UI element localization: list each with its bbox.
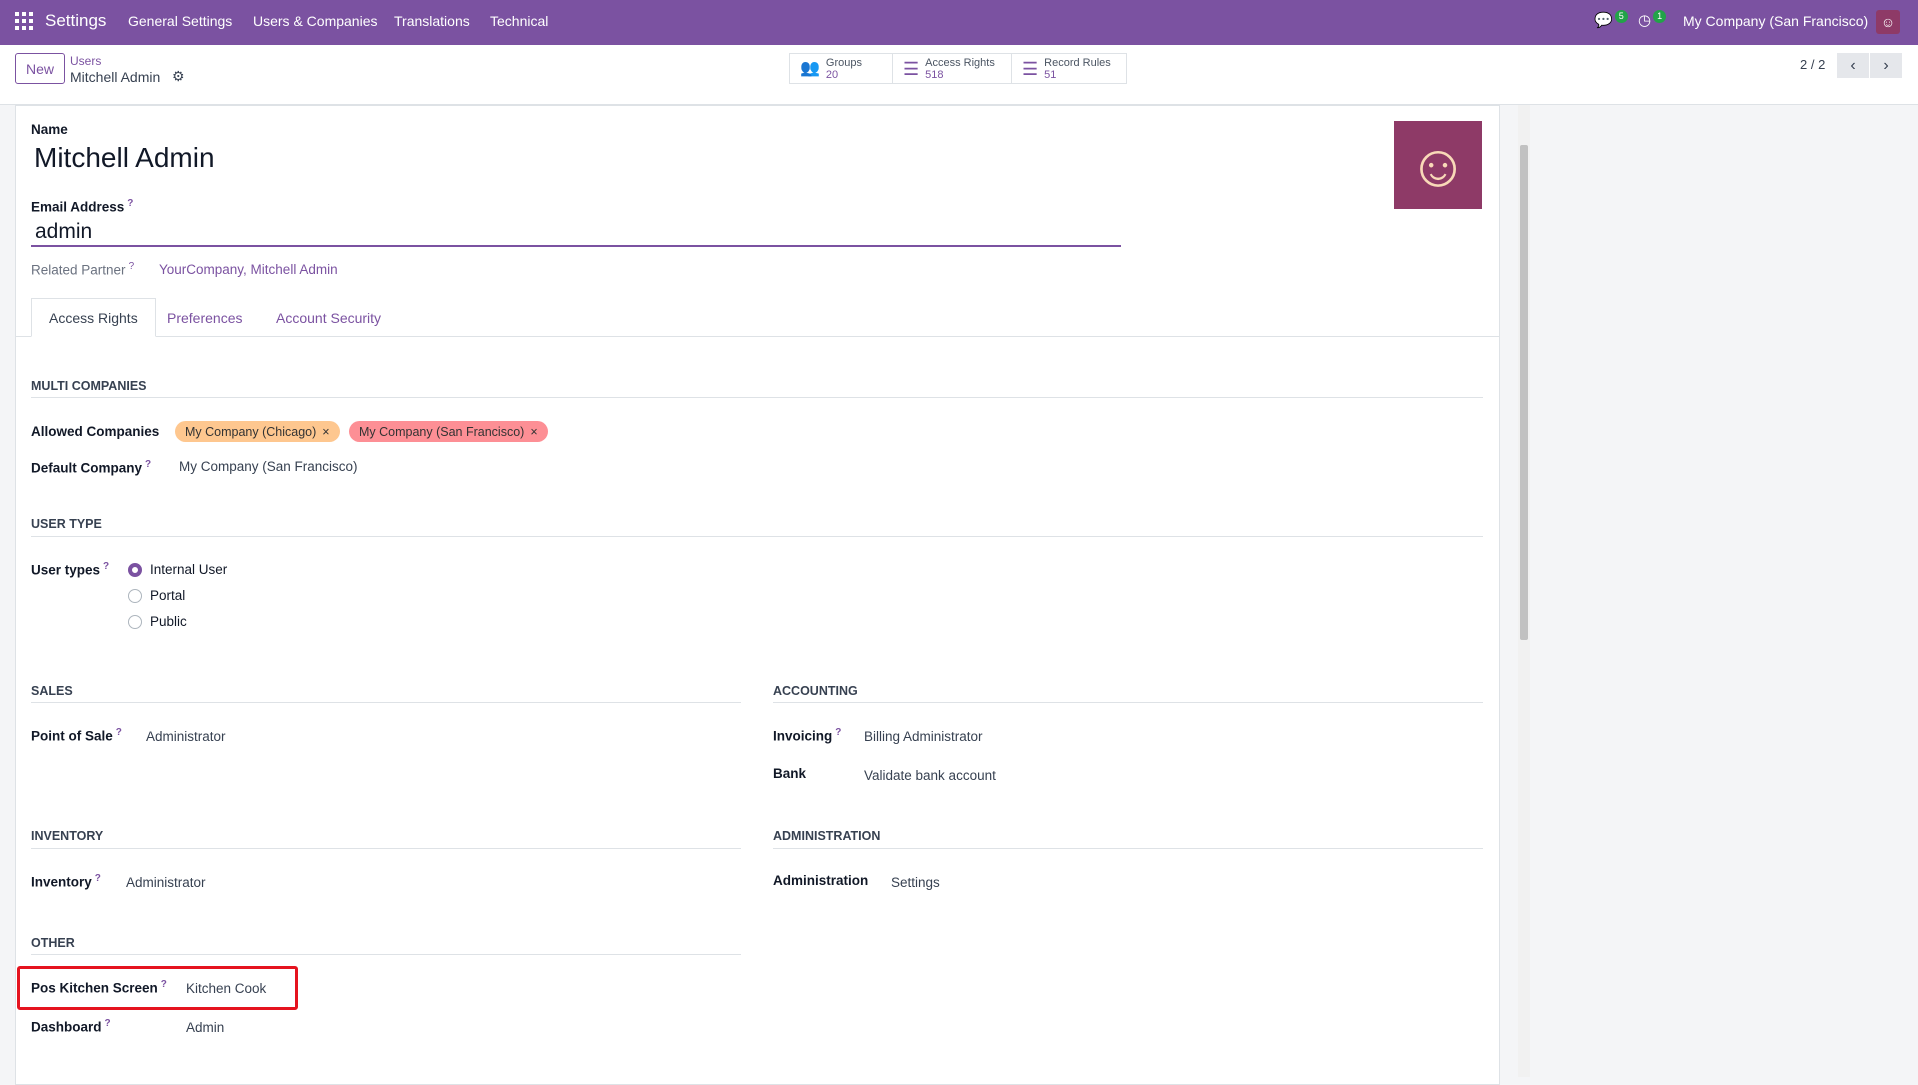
- stat-label: Access Rights: [925, 56, 995, 69]
- stat-groups-button[interactable]: 👥 Groups 20: [789, 53, 893, 84]
- stat-label: Groups: [825, 56, 862, 69]
- allowed-companies-label: Allowed Companies: [31, 424, 160, 439]
- divider: [31, 848, 741, 849]
- email-label: Email Address?: [31, 198, 134, 215]
- radio-label: Public: [150, 614, 187, 629]
- tag-label: My Company (San Francisco): [359, 424, 525, 439]
- form-sheet: [15, 105, 1500, 1085]
- tab-account-security[interactable]: Account Security: [276, 309, 382, 326]
- stat-value: 20: [825, 68, 839, 81]
- radio-label: Internal User: [150, 562, 228, 577]
- divider: [31, 397, 1483, 398]
- radio-portal[interactable]: Portal: [128, 588, 185, 603]
- name-label: Name: [31, 122, 68, 137]
- bank-label: Bank: [773, 766, 807, 781]
- default-company-label: Default Company?: [31, 459, 152, 476]
- user-photo[interactable]: ☺: [1394, 121, 1482, 209]
- inventory-label: Inventory?: [31, 873, 101, 890]
- section-administration: ADMINISTRATION: [773, 829, 881, 843]
- radio-internal-user[interactable]: Internal User: [128, 562, 227, 577]
- section-accounting: ACCOUNTING: [773, 684, 858, 698]
- menu-general-settings[interactable]: General Settings: [128, 13, 233, 29]
- radio-button[interactable]: [128, 588, 142, 603]
- gear-icon[interactable]: ⚙: [172, 68, 185, 84]
- stat-record-rules-button[interactable]: ☰ Record Rules 51: [1011, 53, 1127, 84]
- remove-tag-icon[interactable]: ×: [530, 424, 538, 439]
- email-underline: [31, 245, 1121, 247]
- activity-clock-icon[interactable]: ◷: [1638, 12, 1652, 29]
- radio-label: Portal: [150, 588, 186, 603]
- administration-label: Administration: [773, 873, 869, 888]
- messages-icon[interactable]: 💬: [1594, 12, 1613, 29]
- users-icon: 👥: [800, 59, 820, 77]
- pager-previous-button[interactable]: ‹: [1837, 53, 1869, 78]
- app-title[interactable]: Settings: [45, 11, 107, 30]
- divider: [31, 536, 1483, 537]
- scrollbar-thumb[interactable]: [1520, 145, 1528, 640]
- bank-field[interactable]: Validate bank account: [864, 768, 996, 783]
- related-partner-link[interactable]: YourCompany, Mitchell Admin: [159, 262, 338, 277]
- control-panel: New Users Mitchell Admin ⚙ 👥 Groups 20 ☰ Ac…: [0, 45, 1918, 105]
- email-field[interactable]: admin: [35, 220, 93, 243]
- inventory-field[interactable]: Administrator: [126, 875, 206, 890]
- apps-grid-icon[interactable]: [15, 12, 33, 30]
- remove-tag-icon[interactable]: ×: [322, 424, 330, 439]
- radio-public[interactable]: Public: [128, 614, 187, 629]
- messages-button[interactable]: 💬 5: [1594, 10, 1628, 32]
- dashboard-field[interactable]: Admin: [186, 1020, 225, 1035]
- default-company-field[interactable]: My Company (San Francisco): [179, 459, 358, 474]
- company-switcher[interactable]: My Company (San Francisco): [1683, 13, 1869, 29]
- pos-kitchen-screen-field[interactable]: Kitchen Cook: [186, 981, 267, 996]
- pager-value[interactable]: 2 / 2: [1800, 57, 1826, 72]
- tabs-divider: [15, 336, 1500, 337]
- scrollbar[interactable]: [1518, 105, 1530, 1077]
- user-avatar[interactable]: ☺: [1876, 10, 1900, 34]
- radio-button[interactable]: [128, 614, 142, 629]
- invoicing-label: Invoicing?: [773, 727, 842, 744]
- tab-access-rights[interactable]: Access Rights: [31, 298, 156, 337]
- user-types-label: User types?: [31, 561, 110, 578]
- tab-preferences[interactable]: Preferences: [167, 309, 243, 326]
- section-inventory: INVENTORY: [31, 829, 104, 843]
- stat-value: 518: [925, 68, 944, 81]
- list-icon: ☰: [1022, 58, 1039, 79]
- radio-button[interactable]: [128, 562, 142, 577]
- breadcrumb-current: Mitchell Admin: [70, 69, 161, 85]
- divider: [31, 702, 741, 703]
- activities-button[interactable]: ◷ 1: [1638, 10, 1667, 32]
- name-field[interactable]: Mitchell Admin: [34, 142, 215, 173]
- section-other: OTHER: [31, 936, 75, 950]
- dashboard-label: Dashboard?: [31, 1018, 111, 1035]
- stat-label: Record Rules: [1044, 56, 1111, 69]
- section-sales: SALES: [31, 684, 73, 698]
- pager-next-button[interactable]: ›: [1870, 53, 1902, 78]
- administration-field[interactable]: Settings: [891, 875, 940, 890]
- list-icon: ☰: [903, 58, 920, 79]
- company-tag[interactable]: My Company (Chicago) ×: [175, 421, 340, 442]
- chatter-pane: [1530, 105, 1918, 1077]
- section-user-type: USER TYPE: [31, 517, 102, 531]
- divider: [773, 702, 1483, 703]
- menu-technical[interactable]: Technical: [490, 13, 549, 29]
- related-partner-label: Related Partner?: [31, 261, 135, 278]
- menu-translations[interactable]: Translations: [394, 13, 470, 29]
- pos-kitchen-screen-label: Pos Kitchen Screen?: [31, 979, 167, 996]
- menu-users-companies[interactable]: Users & Companies: [253, 13, 378, 29]
- divider: [773, 848, 1483, 849]
- tag-label: My Company (Chicago): [185, 424, 317, 439]
- messages-badge: 5: [1614, 10, 1628, 23]
- point-of-sale-field[interactable]: Administrator: [146, 729, 226, 744]
- breadcrumb-users[interactable]: Users: [70, 54, 102, 68]
- activities-badge: 1: [1653, 10, 1667, 23]
- stat-access-rights-button[interactable]: ☰ Access Rights 518: [892, 53, 1012, 84]
- new-button[interactable]: New: [15, 53, 65, 84]
- top-navbar: Settings General Settings Users & Compan…: [0, 0, 1918, 45]
- invoicing-field[interactable]: Billing Administrator: [864, 729, 983, 744]
- section-multi-companies: MULTI COMPANIES: [31, 379, 147, 393]
- highlight-box: [17, 966, 298, 1010]
- point-of-sale-label: Point of Sale?: [31, 727, 122, 744]
- company-tag[interactable]: My Company (San Francisco) ×: [349, 421, 548, 442]
- stat-value: 51: [1044, 68, 1057, 81]
- divider: [31, 954, 741, 955]
